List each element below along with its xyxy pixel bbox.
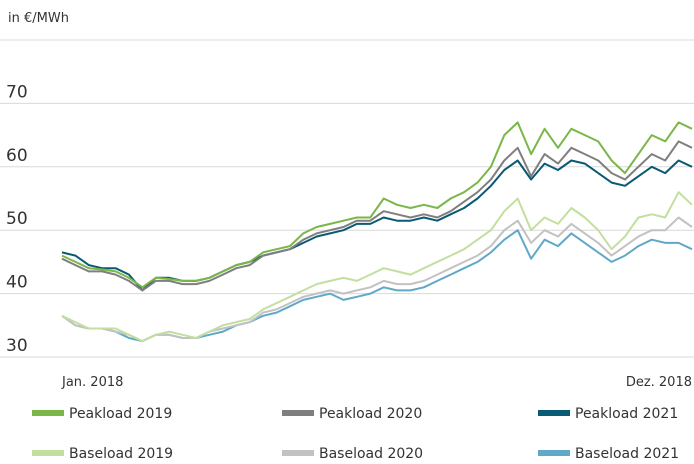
legend-swatch [282, 410, 314, 416]
y-tick-label: 70 [6, 82, 28, 102]
series-line [61, 191, 693, 343]
legend-swatch [538, 410, 570, 416]
legend-swatch [538, 450, 570, 456]
legend-label: Baseload 2021 [575, 446, 679, 462]
x-tick-label: Dez. 2018 [626, 375, 692, 390]
y-tick-label: 40 [6, 273, 28, 293]
legend-label: Baseload 2019 [69, 446, 173, 462]
x-tick-label: Jan. 2018 [61, 375, 123, 390]
legend-swatch [32, 450, 64, 456]
y-tick-label: 30 [6, 336, 28, 356]
y-tick-label: 60 [6, 146, 28, 166]
series-line [61, 229, 693, 343]
y-axis-label: in €/MWh [8, 11, 69, 26]
series-line [61, 140, 693, 292]
legend-label: Peakload 2020 [319, 406, 422, 422]
legend-swatch [32, 410, 64, 416]
legend-swatch [282, 450, 314, 456]
y-tick-label: 50 [6, 209, 28, 229]
series-line [61, 121, 693, 289]
legend-label: Peakload 2021 [575, 406, 678, 422]
series-line [61, 216, 693, 343]
legend-label: Peakload 2019 [69, 406, 172, 422]
legend-label: Baseload 2020 [319, 446, 423, 462]
